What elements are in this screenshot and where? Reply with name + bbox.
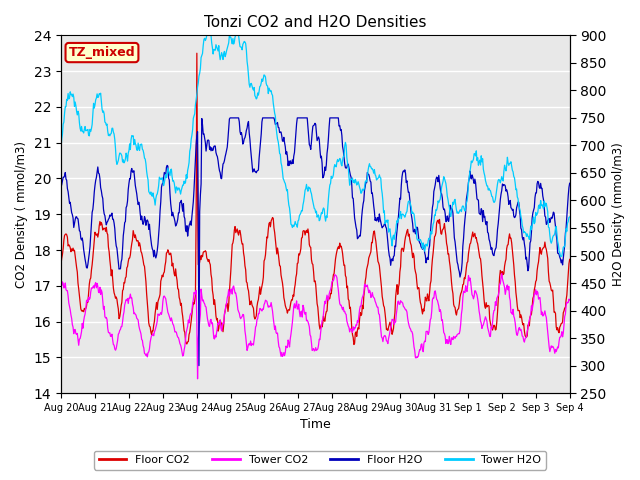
Line: Tower H2O: Tower H2O xyxy=(61,36,570,256)
Floor H2O xyxy=(195,363,203,369)
Floor H2O xyxy=(170,215,178,221)
Tower CO2 xyxy=(566,297,573,303)
Tower H2O xyxy=(67,89,74,95)
Y-axis label: H2O Density (mmol/m3): H2O Density (mmol/m3) xyxy=(612,143,625,286)
Floor H2O xyxy=(227,115,234,121)
Tower H2O xyxy=(57,146,65,152)
Floor CO2 xyxy=(350,342,358,348)
Floor CO2 xyxy=(193,50,201,56)
Tower CO2 xyxy=(378,334,385,340)
Title: Tonzi CO2 and H2O Densities: Tonzi CO2 and H2O Densities xyxy=(204,15,427,30)
Floor CO2 xyxy=(566,256,573,262)
Floor CO2 xyxy=(67,245,74,251)
Floor CO2 xyxy=(57,261,65,267)
Line: Floor H2O: Floor H2O xyxy=(61,118,570,366)
Text: TZ_mixed: TZ_mixed xyxy=(68,46,135,59)
Line: Tower CO2: Tower CO2 xyxy=(61,274,570,379)
Tower H2O xyxy=(170,180,178,186)
Tower H2O xyxy=(197,55,205,60)
Floor CO2 xyxy=(393,282,401,288)
Tower H2O xyxy=(119,159,127,165)
Floor CO2 xyxy=(198,252,205,258)
X-axis label: Time: Time xyxy=(300,419,331,432)
Tower CO2 xyxy=(498,271,506,276)
Tower CO2 xyxy=(198,293,205,299)
Tower H2O xyxy=(566,214,573,220)
Floor H2O xyxy=(198,116,205,121)
Floor H2O xyxy=(393,228,401,233)
Tower H2O xyxy=(557,253,564,259)
Floor H2O xyxy=(119,246,127,252)
Tower CO2 xyxy=(392,311,400,317)
Floor H2O xyxy=(57,184,65,190)
Tower CO2 xyxy=(119,319,127,324)
Floor H2O xyxy=(378,225,386,231)
Floor CO2 xyxy=(170,271,178,277)
Floor H2O xyxy=(566,180,573,186)
Floor CO2 xyxy=(378,294,386,300)
Floor CO2 xyxy=(119,288,127,293)
Line: Floor CO2: Floor CO2 xyxy=(61,53,570,345)
Tower CO2 xyxy=(57,284,65,289)
Tower CO2 xyxy=(194,376,202,382)
Tower H2O xyxy=(392,222,400,228)
Tower H2O xyxy=(378,186,385,192)
Floor H2O xyxy=(67,199,74,205)
Y-axis label: CO2 Density ( mmol/m3): CO2 Density ( mmol/m3) xyxy=(15,141,28,288)
Tower CO2 xyxy=(67,307,74,313)
Legend: Floor CO2, Tower CO2, Floor H2O, Tower H2O: Floor CO2, Tower CO2, Floor H2O, Tower H… xyxy=(94,451,546,469)
Tower CO2 xyxy=(170,325,178,331)
Tower H2O xyxy=(203,33,211,38)
